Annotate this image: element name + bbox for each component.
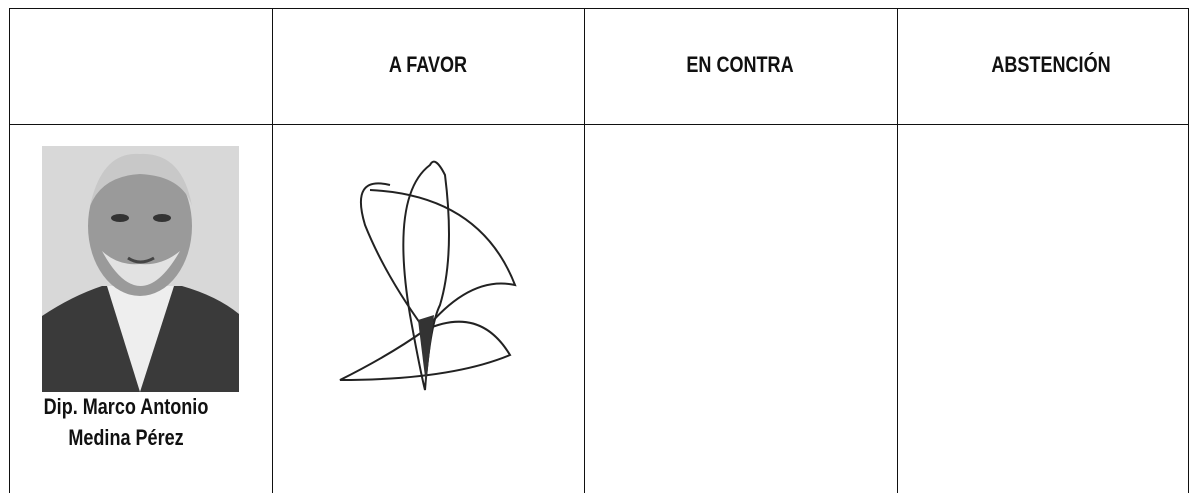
- table-border: [9, 8, 1189, 9]
- column-header: ABSTENCIÓN: [991, 52, 1111, 77]
- table-border: [272, 8, 273, 493]
- table-border: [9, 8, 10, 493]
- deputy-name-line: Medina Pérez: [68, 425, 184, 450]
- table-border: [897, 8, 898, 493]
- deputy-name-line: Dip. Marco Antonio: [43, 394, 209, 419]
- column-header: A FAVOR: [388, 52, 468, 77]
- portrait-photo: [42, 146, 239, 392]
- table-border: [9, 124, 1189, 125]
- table-border: [1188, 8, 1189, 493]
- signature: [339, 160, 517, 391]
- column-header: EN CONTRA: [686, 52, 794, 77]
- table-border: [584, 8, 585, 493]
